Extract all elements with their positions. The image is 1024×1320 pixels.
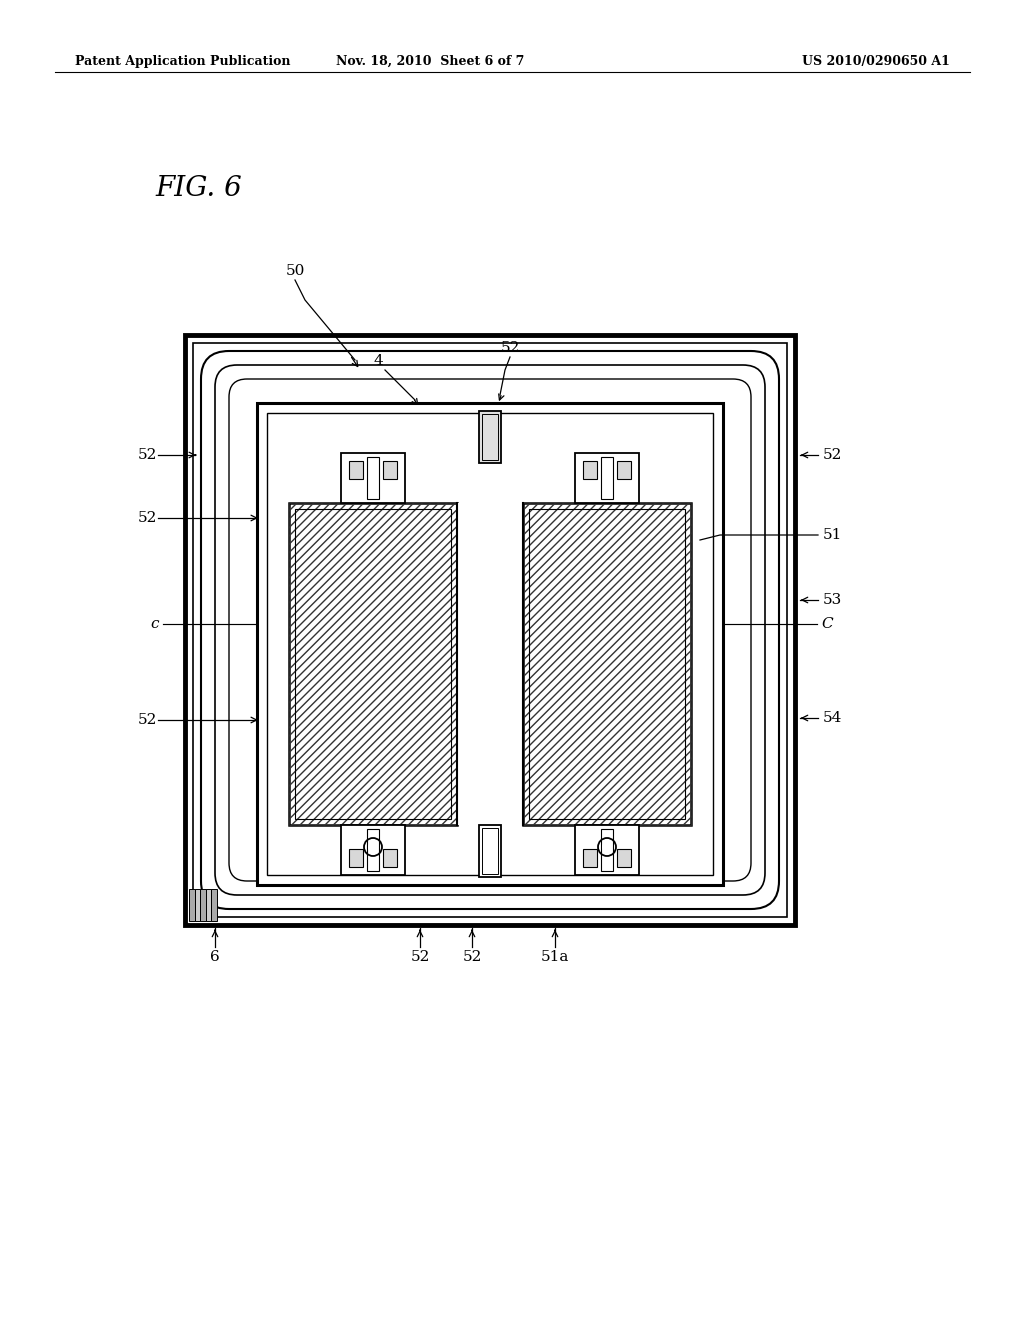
Bar	[195, 888, 201, 921]
Bar	[201, 888, 206, 921]
Text: C: C	[821, 618, 833, 631]
Text: 52: 52	[501, 341, 520, 355]
Bar	[189, 888, 195, 921]
Text: 54: 54	[823, 711, 843, 725]
Bar	[601, 457, 613, 499]
Text: US 2010/0290650 A1: US 2010/0290650 A1	[802, 55, 950, 69]
Text: Patent Application Publication: Patent Application Publication	[75, 55, 291, 69]
Circle shape	[368, 842, 378, 851]
Bar	[617, 461, 631, 479]
Circle shape	[602, 842, 612, 851]
Bar	[482, 828, 498, 874]
Text: 6: 6	[210, 950, 220, 964]
Bar	[583, 849, 597, 867]
Bar	[211, 888, 217, 921]
Text: 52: 52	[137, 447, 157, 462]
Text: c: c	[151, 618, 159, 631]
Bar	[289, 503, 457, 825]
Bar	[575, 453, 639, 503]
Bar	[341, 453, 406, 503]
Text: 52: 52	[411, 950, 430, 964]
Bar	[523, 503, 691, 825]
Bar	[601, 829, 613, 871]
Text: FIG. 6: FIG. 6	[155, 176, 242, 202]
Text: 52: 52	[137, 713, 157, 727]
Bar	[482, 414, 498, 459]
Bar	[367, 829, 379, 871]
Bar	[193, 343, 787, 917]
Text: 50: 50	[286, 264, 305, 279]
Bar	[457, 503, 523, 825]
Text: 51: 51	[823, 528, 843, 543]
Bar	[479, 825, 501, 876]
Bar	[349, 849, 362, 867]
Text: 4: 4	[373, 354, 383, 368]
Bar	[383, 849, 397, 867]
Bar	[617, 849, 631, 867]
Bar	[523, 503, 691, 825]
Bar	[575, 825, 639, 875]
Bar	[341, 825, 406, 875]
Bar	[267, 413, 713, 875]
Bar	[367, 457, 379, 499]
Text: 53: 53	[823, 593, 843, 607]
Bar	[583, 461, 597, 479]
Text: Nov. 18, 2010  Sheet 6 of 7: Nov. 18, 2010 Sheet 6 of 7	[336, 55, 524, 69]
Text: 52: 52	[137, 511, 157, 525]
Bar	[479, 411, 501, 463]
Bar	[529, 510, 685, 818]
Bar	[185, 335, 795, 925]
Bar	[206, 888, 211, 921]
Bar	[349, 461, 362, 479]
Text: 52: 52	[462, 950, 481, 964]
Bar	[383, 461, 397, 479]
Text: 52: 52	[823, 447, 843, 462]
Bar	[289, 503, 457, 825]
FancyBboxPatch shape	[201, 351, 779, 909]
Text: 51a: 51a	[541, 950, 569, 964]
Bar	[295, 510, 451, 818]
Bar	[257, 403, 723, 884]
